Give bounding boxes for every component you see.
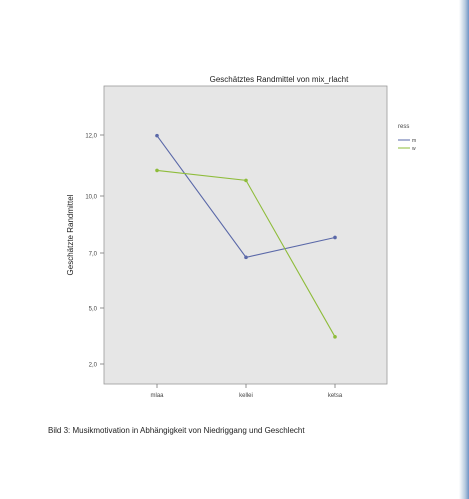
legend: ress mw [398,124,416,152]
chart: Geschätztes Randmittel von mix_rlacht 12… [66,75,416,399]
y-tick-label: 10,0 [85,195,97,201]
legend-label: w [412,146,416,152]
data-point-m [155,133,159,138]
y-tick-label: 7,0 [89,252,98,258]
page-edge-shadow [459,0,469,499]
y-axis: 12,0 10,0 7,0 5,0 2,0 [85,134,104,369]
legend-label: m [412,138,416,144]
page: Geschätztes Randmittel von mix_rlacht 12… [48,75,417,435]
plot-area [103,85,388,385]
data-point-w [155,168,159,173]
legend-title: ress [398,124,409,130]
y-tick-label: 5,0 [89,307,98,313]
x-tick-label: kellei [239,393,253,399]
y-tick-label: 2,0 [89,363,98,369]
figure-caption: Bild 3: Musikmotivation in Abhängigkeit … [48,426,305,435]
x-axis: mlaa kellei ketsa [150,384,343,399]
data-point-m [333,235,337,240]
data-point-w [244,178,248,183]
data-point-m [244,255,248,260]
series-group [155,133,337,339]
x-tick-label: ketsa [328,393,343,399]
chart-title: Geschätztes Randmittel von mix_rlacht [210,75,350,84]
y-axis-label: Geschätzte Randmittel [66,194,75,275]
x-tick-label: mlaa [150,393,164,399]
y-tick-label: 12,0 [85,134,97,140]
data-point-w [333,335,337,339]
